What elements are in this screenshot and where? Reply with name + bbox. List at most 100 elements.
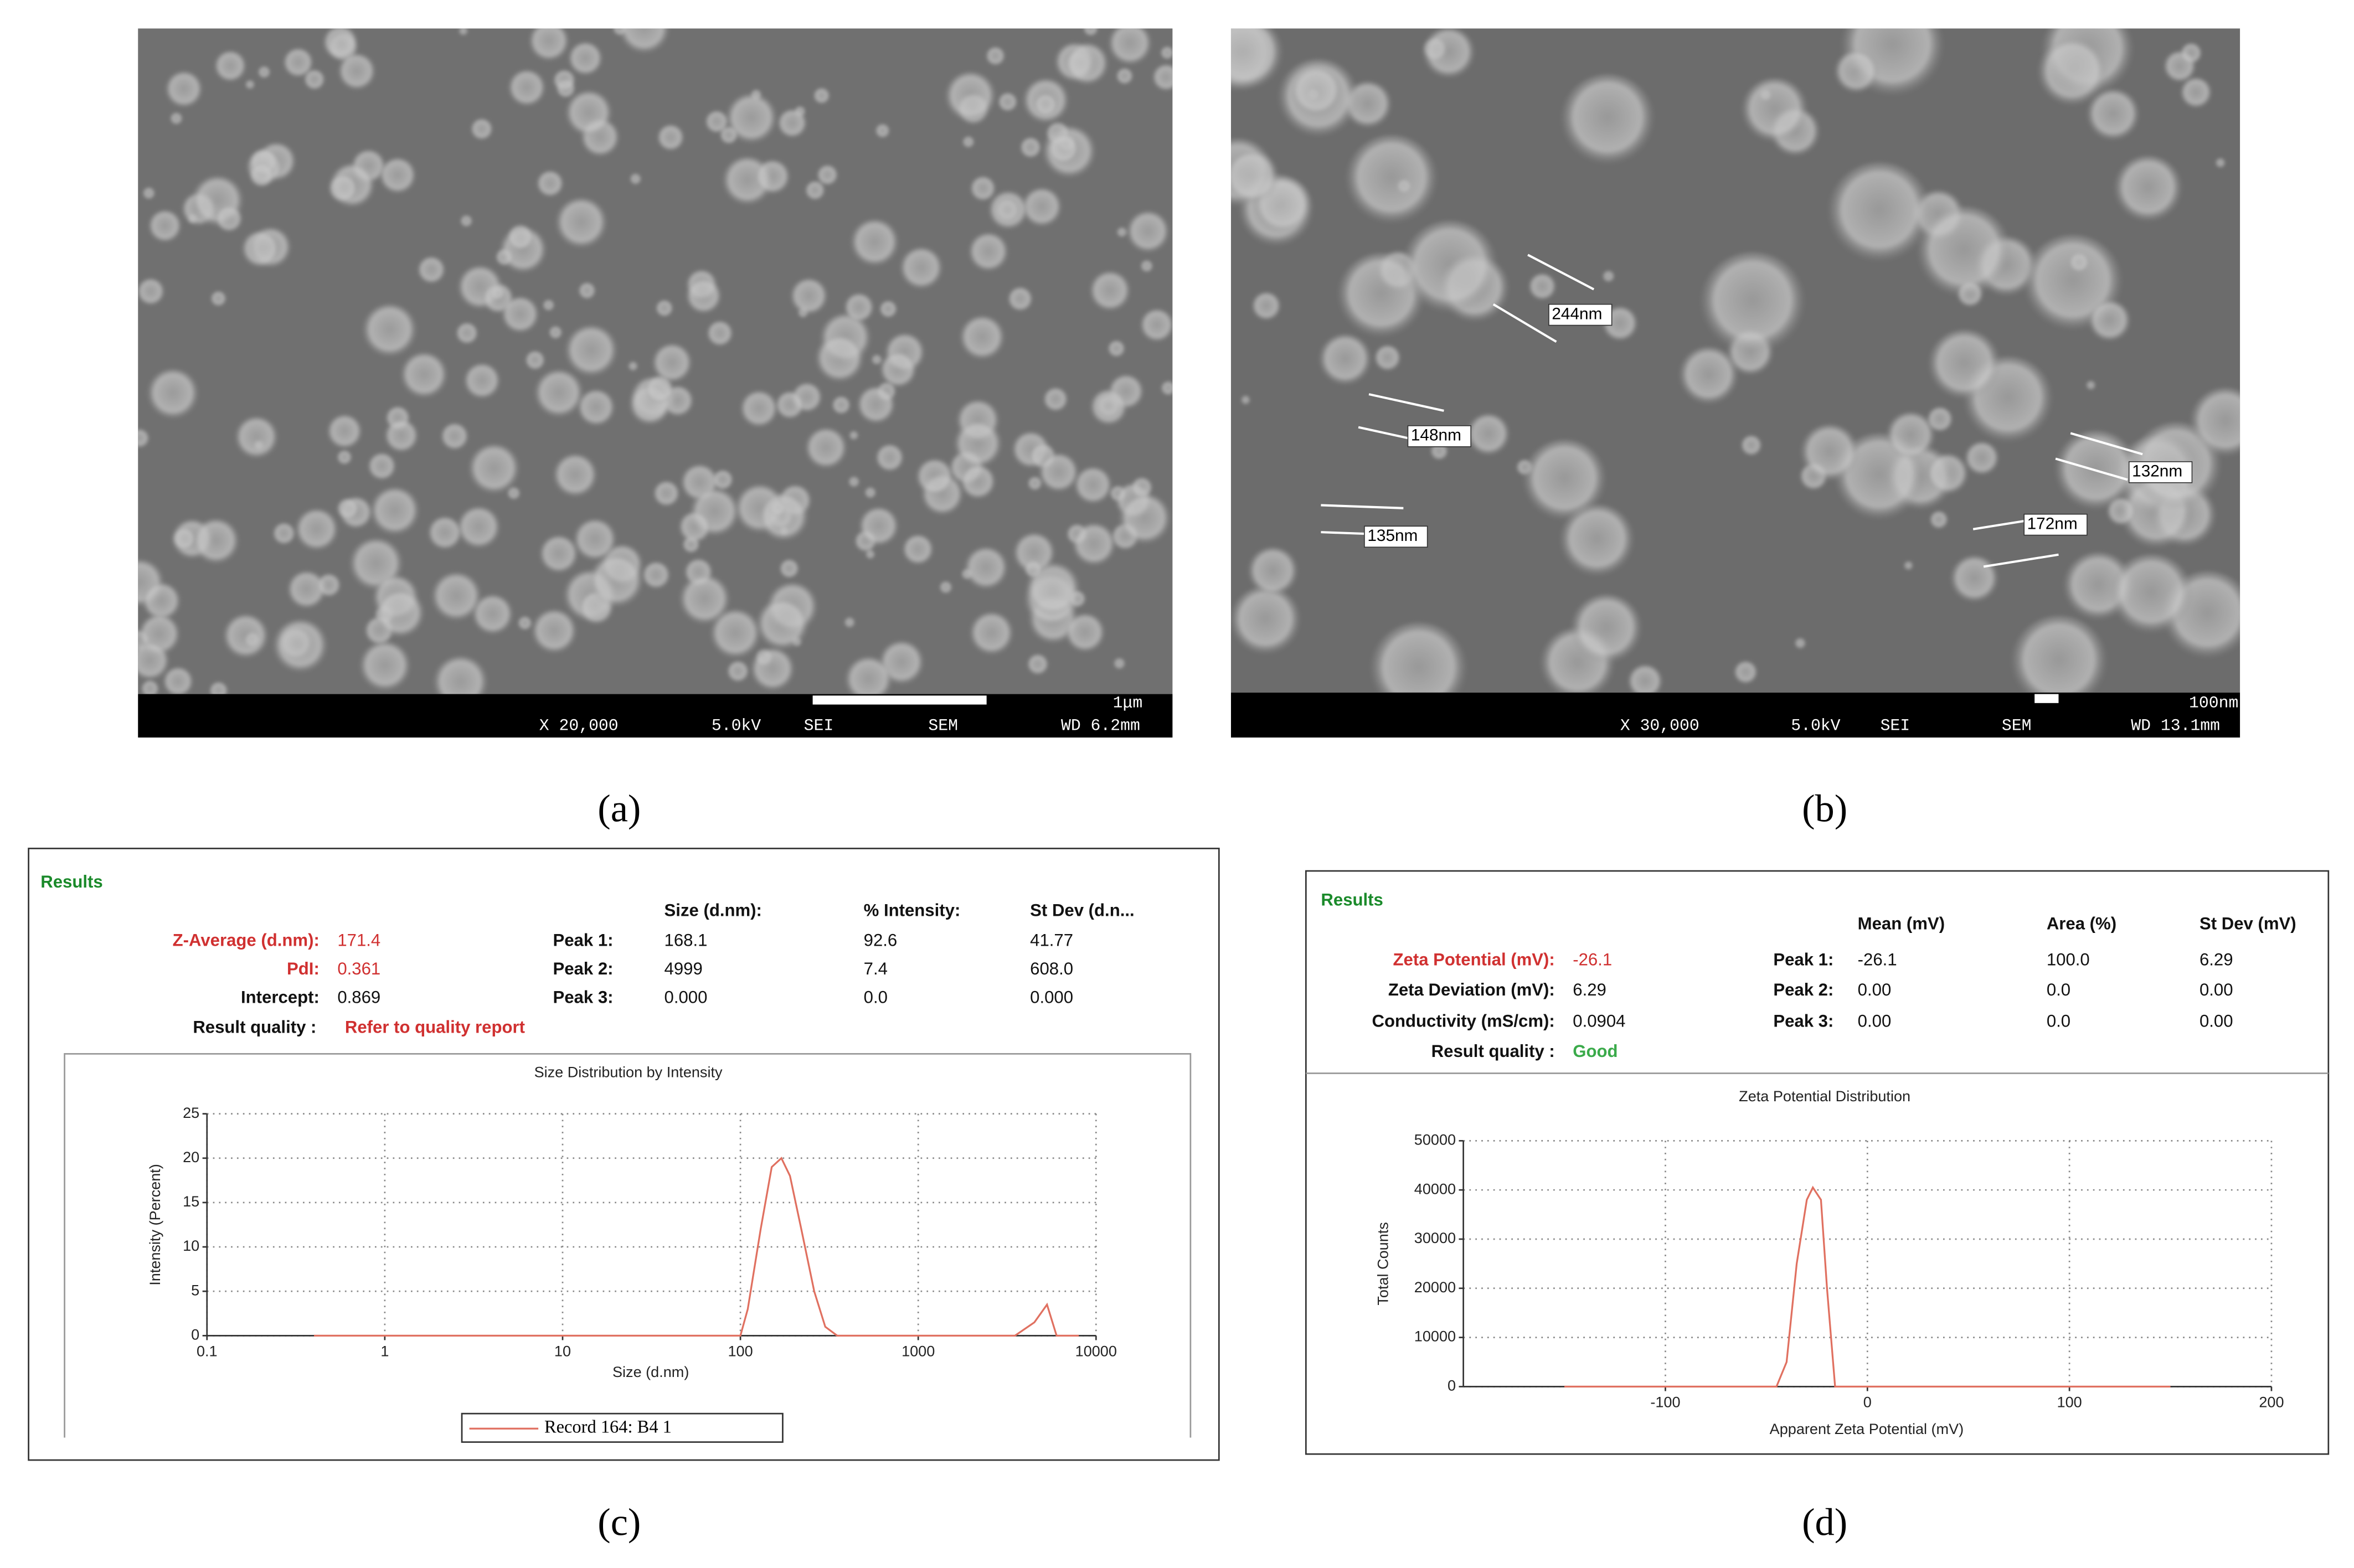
particle bbox=[843, 656, 894, 694]
particle bbox=[969, 612, 1014, 658]
particle bbox=[1068, 590, 1086, 609]
particle bbox=[459, 28, 468, 36]
size-annotation: 132nm bbox=[2132, 462, 2182, 481]
y-tick-label: 40000 bbox=[1414, 1180, 1456, 1197]
particle bbox=[2113, 155, 2183, 226]
measure-line bbox=[1321, 504, 1404, 509]
particle bbox=[162, 667, 194, 694]
particle bbox=[726, 661, 750, 684]
panel-frame bbox=[28, 848, 1220, 1461]
particle bbox=[383, 419, 419, 455]
particle bbox=[684, 278, 723, 317]
particle bbox=[1521, 439, 1608, 525]
particle bbox=[322, 28, 359, 63]
particle bbox=[944, 71, 997, 125]
particle bbox=[1466, 413, 1511, 458]
particle bbox=[209, 682, 229, 694]
particle bbox=[769, 500, 786, 518]
particle bbox=[1038, 453, 1080, 495]
particle bbox=[816, 164, 839, 187]
y-tick-label: 0 bbox=[1448, 1377, 1456, 1394]
particle bbox=[1140, 260, 1153, 274]
x-tick-label: 200 bbox=[2259, 1393, 2284, 1410]
particle bbox=[462, 363, 502, 402]
peak-value: 6.29 bbox=[2200, 950, 2233, 969]
x-tick-label: 100 bbox=[728, 1342, 753, 1359]
particle bbox=[709, 609, 762, 662]
summary-label: Z-Average (d.nm): bbox=[173, 931, 320, 950]
particle bbox=[336, 498, 359, 522]
measure-line bbox=[2055, 457, 2128, 481]
particle bbox=[1317, 334, 1373, 389]
particle bbox=[871, 354, 882, 365]
size-annotation: 244nm bbox=[1552, 305, 1602, 323]
particle bbox=[2179, 77, 2213, 111]
particle bbox=[490, 286, 505, 301]
particle bbox=[427, 516, 463, 553]
particle bbox=[1139, 308, 1173, 344]
particle bbox=[805, 180, 826, 202]
y-tick-label: 30000 bbox=[1414, 1229, 1456, 1246]
particle bbox=[866, 550, 875, 560]
chart-title: Size Distribution by Intensity bbox=[534, 1064, 723, 1081]
particle bbox=[963, 546, 1009, 592]
peak-value: 4999 bbox=[665, 959, 703, 978]
particle bbox=[164, 71, 204, 111]
particle bbox=[169, 112, 183, 126]
particle bbox=[1047, 133, 1080, 166]
particle bbox=[843, 293, 875, 324]
particle bbox=[1012, 533, 1057, 577]
particle bbox=[471, 594, 514, 638]
particle bbox=[2180, 43, 2203, 66]
particle bbox=[1373, 345, 1402, 373]
particle bbox=[1107, 28, 1153, 68]
particle bbox=[879, 300, 898, 319]
particle bbox=[374, 590, 426, 641]
chart-title: Zeta Potential Distribution bbox=[1739, 1087, 1910, 1105]
results-heading: Results bbox=[40, 872, 102, 891]
particle bbox=[294, 508, 339, 554]
particle bbox=[1021, 187, 1063, 230]
results-heading: Results bbox=[1321, 890, 1383, 909]
particle bbox=[875, 123, 890, 139]
summary-label: Zeta Deviation (mV): bbox=[1388, 980, 1555, 999]
particle bbox=[1926, 406, 1954, 434]
particle bbox=[831, 396, 851, 416]
particle bbox=[2109, 554, 2193, 638]
particle bbox=[1230, 150, 1280, 207]
particle bbox=[138, 642, 171, 683]
particle bbox=[430, 572, 483, 625]
sem-mode: SEM bbox=[2002, 716, 2032, 735]
particle bbox=[146, 369, 200, 422]
summary-value: 0.0904 bbox=[1573, 1012, 1625, 1031]
annotation-box bbox=[1548, 303, 1613, 326]
particle bbox=[588, 554, 645, 611]
particle bbox=[678, 511, 712, 545]
particle bbox=[1927, 329, 2002, 404]
legend-label: Record 164: B4 1 bbox=[544, 1417, 672, 1437]
peak-value: 0.00 bbox=[2200, 980, 2233, 999]
particle bbox=[848, 476, 860, 488]
summary-label: Intercept: bbox=[241, 987, 320, 1007]
particle bbox=[1117, 493, 1172, 548]
summary-value: 171.4 bbox=[337, 931, 380, 950]
particle bbox=[2086, 381, 2096, 390]
size-annotation: 135nm bbox=[1367, 527, 1418, 545]
particle bbox=[754, 159, 791, 197]
particle bbox=[248, 163, 275, 189]
column-header: St Dev (d.n... bbox=[1030, 900, 1135, 920]
particle bbox=[939, 581, 952, 595]
particle bbox=[1678, 347, 1740, 409]
particle bbox=[961, 569, 973, 581]
particle bbox=[326, 414, 363, 452]
size-annotation: 172nm bbox=[2027, 514, 2078, 533]
y-axis-label: Intensity (Percent) bbox=[146, 1164, 163, 1286]
particle bbox=[1064, 43, 1110, 88]
particle bbox=[630, 173, 642, 185]
particle bbox=[2010, 615, 2109, 693]
peak-value: 100.0 bbox=[2047, 950, 2090, 969]
peak-value: 0.00 bbox=[2200, 1012, 2233, 1031]
particle bbox=[1904, 561, 1913, 571]
particle bbox=[567, 42, 604, 78]
peak-value: 0.000 bbox=[665, 987, 708, 1007]
